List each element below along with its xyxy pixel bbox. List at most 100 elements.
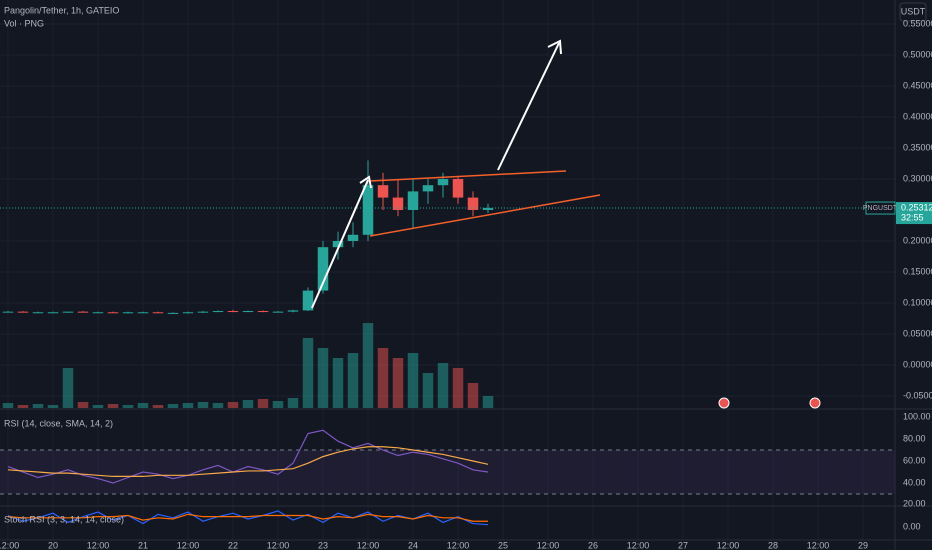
rsi-line — [7, 429, 489, 484]
x-tick-label: 20 — [48, 540, 58, 550]
volume-bar — [182, 403, 194, 408]
candle-body — [302, 290, 314, 311]
volume-bar — [482, 396, 494, 408]
candle-body — [77, 311, 89, 313]
volume-bar — [2, 403, 14, 408]
volume-bar — [167, 404, 179, 408]
x-tick-label: 12:00 — [537, 540, 560, 550]
volume-bar — [152, 405, 164, 408]
candle-body — [92, 312, 104, 314]
rsi-tick-label: 100.00 — [903, 411, 931, 421]
candle-body — [107, 312, 119, 314]
volume-bar — [47, 405, 59, 408]
volume-bar — [347, 353, 359, 408]
volume-bar — [212, 403, 224, 408]
candle-body — [197, 311, 209, 313]
x-tick-label: 12:00 — [627, 540, 650, 550]
volume-bar — [392, 358, 404, 408]
volume-bar — [452, 368, 464, 408]
x-tick-label: 12:00 — [447, 540, 470, 550]
x-tick-label: 23 — [318, 540, 328, 550]
chart-title: Pangolin/Tether, 1h, GATEIO — [4, 5, 119, 15]
arrow-head — [547, 39, 562, 55]
price-tag — [896, 202, 932, 225]
volume-bar — [77, 402, 89, 408]
candle-body — [392, 197, 404, 210]
rsi-tick-label: 80.00 — [903, 433, 926, 443]
rsi-ma-line — [7, 446, 489, 478]
currency-button[interactable] — [899, 2, 927, 22]
volume-bar — [362, 323, 374, 408]
volume-bar — [287, 398, 299, 408]
x-tick-label: 29 — [858, 540, 868, 550]
volume-bar — [62, 368, 74, 408]
x-tick-label: 26 — [588, 540, 598, 550]
candle-body — [122, 312, 134, 314]
arrow-head — [359, 175, 372, 189]
symbol-label: PNGUSDT — [863, 205, 898, 212]
currency-label[interactable]: USDT — [901, 6, 926, 16]
candle-body — [167, 312, 179, 314]
rsi-tick-label: 40.00 — [903, 477, 926, 487]
event-marker[interactable] — [718, 397, 730, 409]
countdown-label: 32:55 — [901, 212, 924, 222]
volume-bar — [122, 405, 134, 408]
candle-body — [32, 312, 44, 314]
volume-bar — [242, 400, 254, 408]
volume-bar — [257, 399, 269, 408]
candle-body — [347, 234, 359, 241]
stoch-d-line — [7, 513, 489, 522]
last-price-label: 0.25312 — [901, 202, 932, 212]
volume-bar — [407, 353, 419, 408]
candle-body — [137, 312, 149, 314]
candle-body — [422, 185, 434, 192]
event-marker[interactable] — [809, 397, 821, 409]
volume-bar — [377, 348, 389, 408]
candle-body — [362, 185, 374, 235]
candle-body — [332, 240, 344, 248]
volume-bar — [197, 402, 209, 408]
candle-body — [17, 311, 29, 313]
arrow — [497, 42, 560, 171]
candle-body — [47, 312, 59, 314]
candle-body — [377, 185, 389, 198]
plot — [0, 160, 895, 526]
x-tick-label: 12:00 — [0, 540, 19, 550]
candle-body — [287, 310, 299, 312]
volume-bar — [227, 402, 239, 408]
x-tick-label: 12:00 — [807, 540, 830, 550]
x-tick-label: 28 — [768, 540, 778, 550]
candle-body — [212, 311, 224, 313]
candle-body — [62, 311, 74, 313]
volume-bar — [92, 405, 104, 408]
volume-bar — [32, 404, 44, 408]
x-tick-label: 21 — [138, 540, 148, 550]
y-tick-label: 0.00000 — [903, 359, 932, 369]
arrow — [311, 179, 369, 309]
rsi-band — [0, 450, 895, 495]
x-tick-label: 12:00 — [357, 540, 380, 550]
symbol-tag — [865, 201, 896, 215]
stoch-tick-label: 20.00 — [903, 498, 926, 508]
candle-body — [257, 311, 269, 313]
x-tick-label: 22 — [228, 540, 238, 550]
volume-bar — [107, 404, 119, 408]
candle-body — [317, 247, 329, 291]
candle-body — [467, 197, 479, 210]
volume-bar — [437, 363, 449, 408]
stoch-label: Stoch RSI (3, 3, 14, 14, close) — [4, 514, 124, 524]
volume-bar — [317, 348, 329, 408]
volume-bar — [302, 338, 314, 408]
candle-body — [452, 178, 464, 198]
rsi-label: RSI (14, close, SMA, 14, 2) — [4, 418, 113, 428]
candle-body — [272, 311, 284, 313]
x-tick-label: 25 — [498, 540, 508, 550]
drawings — [311, 39, 821, 409]
